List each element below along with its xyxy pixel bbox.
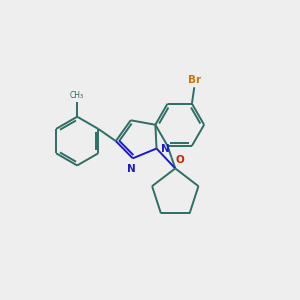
Text: N: N: [161, 143, 170, 154]
Text: CH₃: CH₃: [70, 91, 84, 100]
Text: O: O: [175, 155, 184, 165]
Text: Br: Br: [188, 75, 201, 85]
Text: N: N: [127, 164, 136, 174]
